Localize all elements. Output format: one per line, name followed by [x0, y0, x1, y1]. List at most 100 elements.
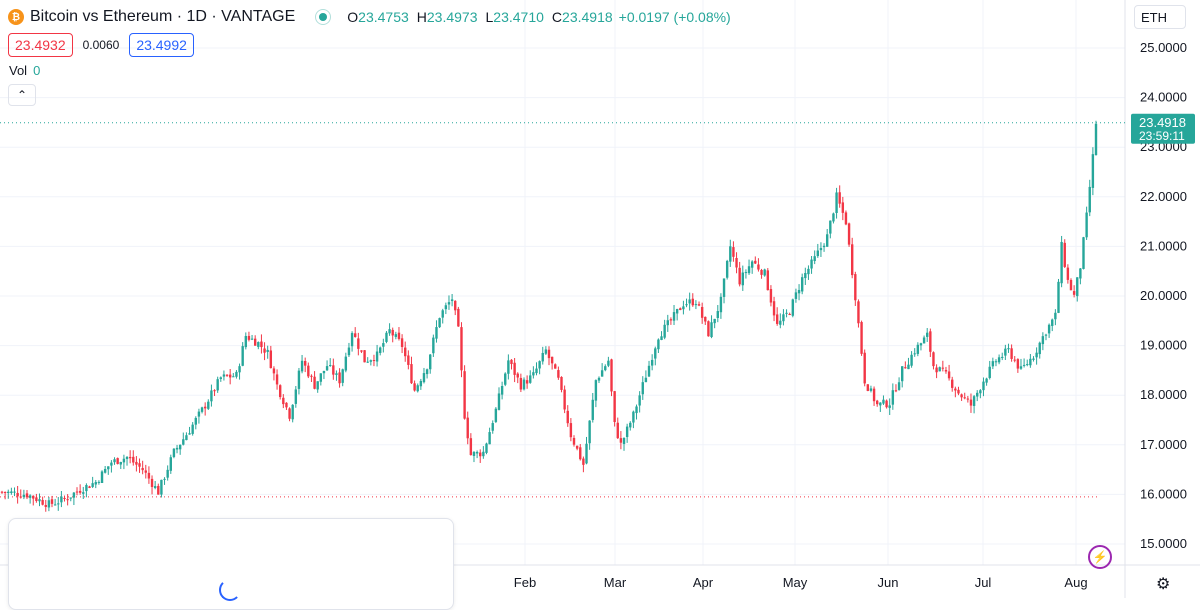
- lightning-icon[interactable]: ⚡: [1088, 545, 1112, 569]
- candle-body: [482, 451, 485, 457]
- market-status-icon[interactable]: [315, 9, 332, 25]
- candle: [316, 381, 319, 393]
- candle-body: [650, 359, 654, 366]
- candle: [760, 268, 763, 279]
- candle-body: [444, 305, 448, 310]
- candle-body: [1057, 281, 1060, 313]
- candle-body: [82, 492, 85, 494]
- candle: [485, 442, 488, 455]
- candle-body: [175, 447, 179, 450]
- candle: [613, 390, 616, 427]
- candle-body: [132, 456, 135, 463]
- candle-body: [779, 320, 782, 325]
- candle: [72, 491, 76, 506]
- candle: [297, 367, 301, 395]
- candle-body: [535, 368, 538, 374]
- gear-icon[interactable]: ⚙: [1156, 576, 1171, 593]
- candle-body: [672, 312, 676, 321]
- candle: [222, 370, 226, 381]
- candle-body: [763, 269, 766, 276]
- candle: [469, 433, 473, 456]
- candle-body: [775, 314, 779, 324]
- candle-body: [607, 360, 610, 366]
- x-tick-label: Aug: [1064, 575, 1087, 590]
- compare-symbol-box[interactable]: ETH: [1134, 5, 1186, 29]
- candle-body: [1041, 336, 1045, 345]
- collapse-legend-button[interactable]: ⌃: [8, 84, 36, 106]
- candle: [28, 494, 32, 504]
- candle-body: [554, 364, 557, 369]
- candle: [404, 341, 407, 362]
- candle-body: [97, 481, 101, 483]
- buy-button[interactable]: 23.4992: [129, 33, 194, 57]
- candle-body: [1091, 154, 1095, 188]
- candle: [666, 314, 669, 332]
- candle: [741, 265, 744, 291]
- candle-body: [269, 350, 273, 369]
- candle: [263, 342, 266, 361]
- candle: [904, 361, 907, 369]
- candle: [332, 358, 335, 380]
- candle-body: [610, 359, 613, 392]
- candle: [554, 363, 557, 369]
- candle-body: [1010, 348, 1013, 359]
- candle: [532, 366, 535, 379]
- candle: [53, 498, 57, 506]
- candle: [960, 393, 963, 401]
- candle-body: [185, 435, 188, 441]
- candle-body: [1029, 358, 1032, 366]
- candle-body: [382, 343, 385, 347]
- candle-body: [829, 220, 832, 234]
- candle-body: [538, 361, 541, 369]
- candle: [203, 402, 207, 416]
- candle: [35, 493, 38, 503]
- candle-body: [263, 348, 266, 353]
- candle-body: [966, 398, 970, 400]
- candle-body: [244, 336, 248, 348]
- candle: [691, 293, 694, 307]
- candle-body: [757, 264, 760, 270]
- candle: [128, 450, 132, 464]
- candle-body: [3, 491, 7, 493]
- candle: [1029, 354, 1032, 368]
- candle: [425, 368, 429, 379]
- candle: [413, 380, 416, 392]
- candle: [1038, 341, 1041, 359]
- candle: [275, 369, 279, 390]
- candle: [338, 368, 341, 388]
- candle: [482, 446, 485, 459]
- candle: [294, 386, 298, 408]
- symbol-title[interactable]: Bitcoin vs Ethereum · 1D · VANTAGE: [30, 8, 296, 25]
- candle: [507, 354, 510, 380]
- candle: [969, 393, 973, 413]
- candle-body: [591, 399, 594, 420]
- candle-body: [369, 360, 373, 362]
- candle-body: [738, 267, 741, 285]
- candle: [160, 479, 163, 498]
- candle-body: [497, 393, 501, 410]
- candle-body: [16, 492, 19, 497]
- candle-body: [847, 223, 851, 245]
- candle-body: [210, 390, 213, 402]
- candle-body: [275, 374, 279, 385]
- candle: [232, 373, 235, 378]
- candle-body: [685, 304, 688, 306]
- close-value: 23.4918: [562, 9, 613, 25]
- candle-body: [500, 386, 504, 395]
- candle: [872, 386, 876, 406]
- candle-body: [410, 364, 413, 384]
- candle: [244, 332, 248, 350]
- candle-body: [200, 407, 204, 412]
- sell-button[interactable]: 23.4932: [8, 33, 73, 57]
- candle-body: [141, 467, 144, 471]
- candle-body: [929, 331, 932, 352]
- candle-body: [25, 493, 29, 498]
- chevron-up-icon: ⌃: [16, 88, 28, 102]
- candle: [44, 499, 47, 512]
- candle: [782, 309, 785, 326]
- candle-body: [885, 400, 888, 408]
- candle: [876, 399, 879, 407]
- candle: [841, 196, 845, 221]
- candle: [3, 491, 7, 500]
